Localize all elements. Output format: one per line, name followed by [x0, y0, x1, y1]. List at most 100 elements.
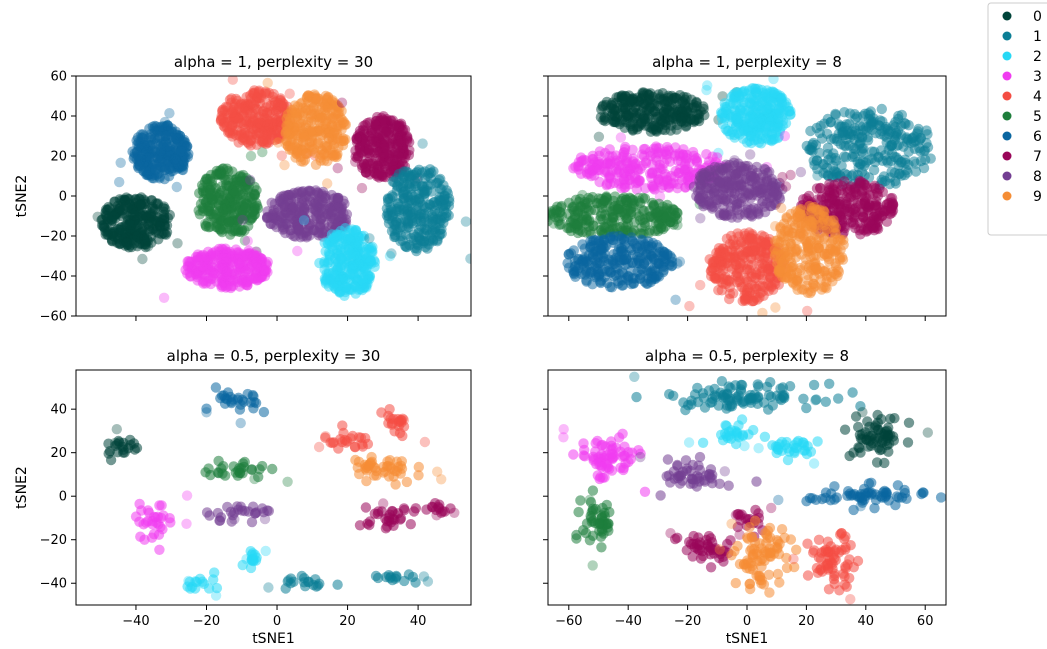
point — [245, 176, 256, 187]
point — [138, 166, 150, 177]
point — [280, 138, 291, 149]
point — [279, 200, 290, 211]
point — [305, 112, 317, 123]
point — [707, 197, 718, 208]
point — [773, 97, 784, 109]
point — [306, 145, 318, 156]
point — [239, 250, 250, 261]
point — [379, 117, 390, 128]
point — [885, 126, 896, 137]
point — [322, 178, 333, 189]
point — [282, 120, 293, 132]
point — [569, 261, 581, 272]
point — [795, 166, 807, 178]
cluster-5 — [502, 189, 705, 241]
point — [465, 253, 471, 264]
point — [630, 178, 642, 189]
point — [771, 178, 782, 190]
point — [607, 212, 619, 224]
point — [172, 238, 183, 249]
point — [314, 222, 326, 233]
point — [680, 155, 691, 166]
point — [554, 207, 565, 218]
point — [889, 167, 900, 179]
point — [730, 169, 741, 180]
point — [301, 232, 312, 243]
point — [262, 108, 273, 119]
point — [699, 110, 710, 121]
point — [291, 130, 302, 141]
point — [597, 214, 608, 225]
point — [554, 219, 565, 230]
point — [823, 170, 834, 181]
point — [910, 166, 922, 177]
point — [421, 202, 432, 213]
point — [126, 219, 137, 230]
point — [890, 178, 901, 189]
point — [221, 253, 232, 264]
point — [753, 100, 765, 112]
subplot-title: alpha = 1, perplexity = 30 — [174, 53, 373, 71]
point — [874, 183, 885, 194]
point — [699, 167, 710, 178]
point — [688, 150, 699, 161]
point — [227, 257, 239, 268]
point — [115, 157, 126, 168]
point — [836, 160, 847, 171]
point — [240, 266, 251, 277]
point — [434, 228, 446, 240]
point — [618, 173, 629, 185]
cluster-8 — [688, 149, 807, 224]
point — [826, 193, 838, 205]
point — [404, 145, 415, 156]
point — [230, 187, 241, 198]
point — [635, 269, 646, 281]
point — [298, 130, 309, 141]
cluster-3 — [158, 235, 303, 303]
point — [766, 135, 777, 147]
point — [548, 218, 559, 229]
point — [190, 251, 202, 263]
point — [816, 191, 827, 202]
point — [319, 264, 330, 275]
y-tick-label: −20 — [40, 230, 67, 245]
point — [332, 100, 343, 111]
point — [577, 155, 588, 166]
cluster-0 — [593, 87, 742, 142]
point — [743, 189, 755, 200]
point — [147, 224, 158, 235]
point — [379, 126, 390, 138]
point — [502, 191, 512, 201]
point — [643, 236, 654, 247]
point — [734, 105, 746, 116]
point — [620, 111, 632, 122]
point — [427, 214, 439, 225]
point — [871, 211, 883, 222]
point — [227, 166, 238, 177]
point — [647, 167, 658, 178]
point — [804, 144, 815, 155]
point — [217, 263, 228, 274]
point — [358, 230, 369, 241]
point — [227, 76, 238, 85]
point — [199, 176, 211, 187]
point — [760, 182, 771, 193]
point — [707, 151, 718, 162]
point — [333, 114, 344, 125]
point — [136, 201, 148, 212]
point — [909, 143, 920, 154]
point — [193, 270, 204, 281]
point — [721, 104, 732, 115]
point — [203, 203, 214, 214]
point — [834, 199, 845, 210]
point — [688, 181, 700, 192]
point — [279, 159, 290, 171]
point — [670, 294, 681, 305]
point — [146, 217, 157, 228]
point — [346, 247, 357, 259]
point — [597, 100, 609, 111]
point — [910, 158, 922, 169]
point — [603, 254, 615, 265]
point — [239, 235, 251, 246]
point — [439, 193, 450, 205]
